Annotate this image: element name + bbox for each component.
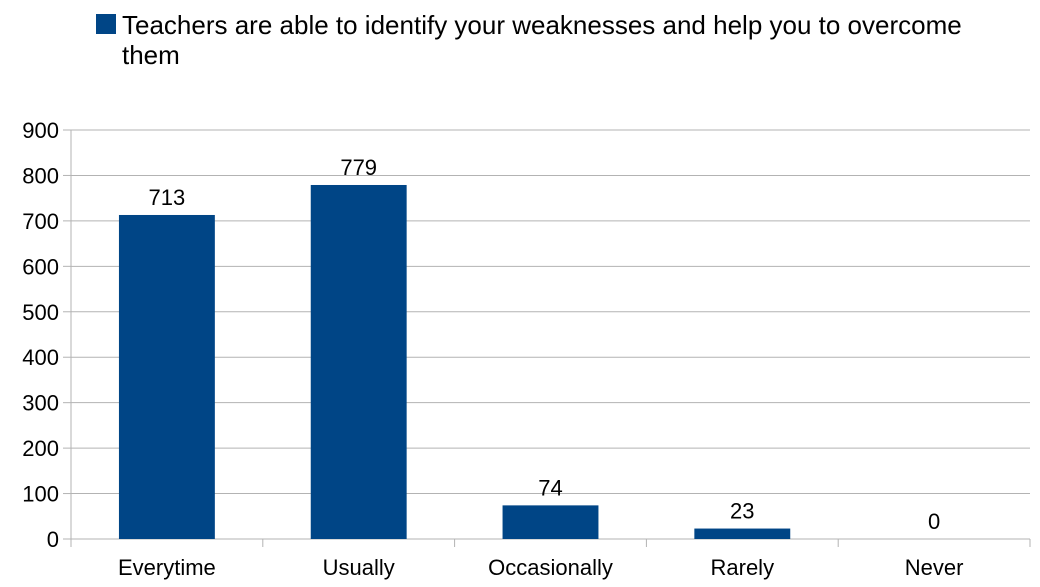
- y-tick-label: 300: [22, 391, 59, 416]
- x-tick-label: Occasionally: [488, 555, 613, 580]
- y-tick-label: 200: [22, 436, 59, 461]
- data-label: 74: [538, 475, 562, 500]
- bar-occasionally: [502, 505, 599, 539]
- bar-usually: [310, 184, 407, 539]
- legend: Teachers are able to identify your weakn…: [96, 10, 1026, 70]
- y-tick-label: 800: [22, 163, 59, 188]
- y-tick-label: 900: [22, 118, 59, 143]
- x-tick-label: Everytime: [118, 555, 216, 580]
- bar-everytime: [118, 214, 215, 539]
- y-tick-label: 500: [22, 300, 59, 325]
- x-tick-label: Rarely: [711, 555, 775, 580]
- legend-label: Teachers are able to identify your weakn…: [122, 10, 962, 70]
- bar-rarely: [694, 528, 791, 539]
- data-label: 779: [340, 155, 377, 180]
- y-tick-label: 0: [47, 527, 59, 552]
- y-tick-label: 600: [22, 254, 59, 279]
- x-tick-label: Usually: [323, 555, 395, 580]
- x-tick-label: Never: [905, 555, 964, 580]
- data-label: 713: [149, 185, 186, 210]
- y-tick-label: 100: [22, 482, 59, 507]
- y-tick-label: 700: [22, 209, 59, 234]
- data-label: 0: [928, 509, 940, 534]
- data-label: 23: [730, 499, 754, 524]
- y-tick-label: 400: [22, 345, 59, 370]
- legend-swatch: [96, 14, 116, 34]
